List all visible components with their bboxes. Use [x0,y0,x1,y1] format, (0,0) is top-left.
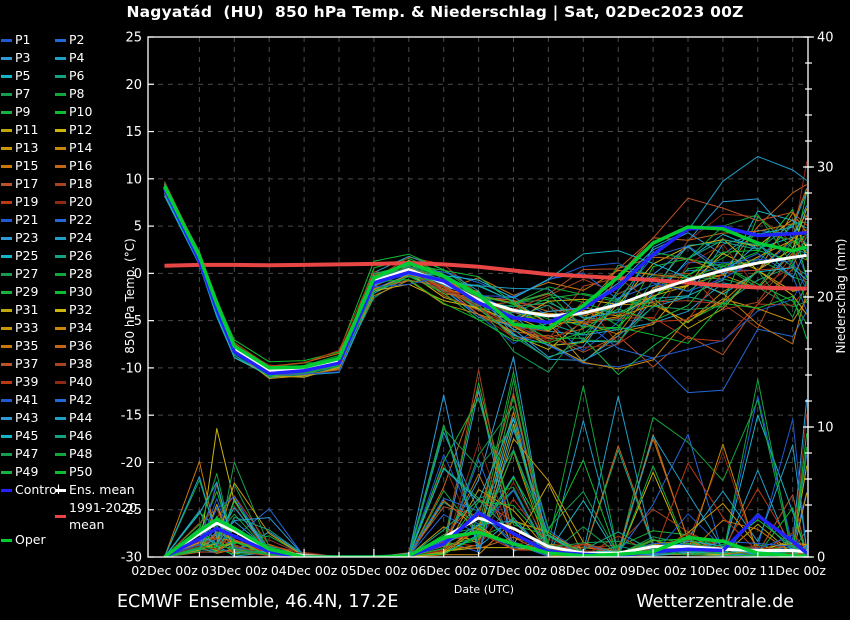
legend-item-label: Ens. mean [69,481,135,499]
member-color-swatch-icon [55,39,66,42]
member-color-swatch-icon [1,39,12,42]
legend-item-label: Oper [15,531,46,549]
weather-ensemble-page: { "title": "Nagyatád (HU) 850 hPa Temp. … [0,0,850,620]
member-color-swatch-icon [55,327,66,330]
member-color-swatch-icon [55,399,66,402]
member-color-swatch-icon [55,147,66,150]
legend: P1P2P3P4P5P6P7P8P9P10P11P12P13P14P15P16P… [1,31,141,591]
member-color-swatch-icon [55,273,66,276]
date-tick-label: 10Dec 00z [690,563,757,578]
member-color-swatch-icon [55,417,66,420]
date-tick-label: 05Dec 00z [341,563,408,578]
member-color-swatch-icon [1,147,12,150]
member-color-swatch-icon [1,273,12,276]
member-color-swatch-icon [1,291,12,294]
date-tick-label: 09Dec 00z [620,563,687,578]
precip-tick-label: 20 [817,291,834,306]
member-color-swatch-icon [55,237,66,240]
member-color-swatch-icon [55,57,66,60]
member-color-swatch-icon [1,417,12,420]
member-color-swatch-icon [55,363,66,366]
member-color-swatch-icon [1,399,12,402]
precip-tick-label: 30 [817,161,834,176]
member-color-swatch-icon [1,75,12,78]
legend-item-label: Control [15,481,60,499]
member-color-swatch-icon [1,435,12,438]
control-color-swatch-icon [1,489,12,492]
member-color-swatch-icon [1,453,12,456]
member-color-swatch-icon [55,309,66,312]
member-color-swatch-icon [55,291,66,294]
member-color-swatch-icon [55,93,66,96]
member-color-swatch-icon [1,345,12,348]
date-axis-title: Date (UTC) [384,583,584,596]
footer-branding: Wetterzentrale.de [636,592,794,612]
oper-color-swatch-icon [1,539,12,542]
member-color-swatch-icon [55,381,66,384]
member-color-swatch-icon [55,435,66,438]
member-color-swatch-icon [1,237,12,240]
member-color-swatch-icon [55,219,66,222]
member-color-swatch-icon [1,93,12,96]
member-color-swatch-icon [1,363,12,366]
legend-item-control: Control Ens. mean [1,481,141,499]
date-tick-label: 11Dec 00z [759,563,826,578]
member-color-swatch-icon [1,309,12,312]
member-temp-line-P1 [165,184,807,373]
legend-item-label: 1991-2020 [69,499,137,516]
member-color-swatch-icon [1,129,12,132]
member-color-swatch-icon [1,201,12,204]
member-color-swatch-icon [55,75,66,78]
date-tick-label: 08Dec 00z [550,563,617,578]
date-tick-label: 03Dec 00z [201,563,268,578]
climate-mean-color-swatch-icon [55,515,66,518]
date-tick-label: 04Dec 00z [271,563,338,578]
data-lines [165,157,807,558]
legend-item-oper: Oper [1,531,141,549]
member-color-swatch-icon [55,129,66,132]
member-color-swatch-icon [55,111,66,114]
member-color-swatch-icon [55,255,66,258]
date-tick-label: 07Dec 00z [480,563,547,578]
precip-tick-label: 10 [817,421,834,436]
member-color-swatch-icon [1,255,12,258]
member-color-swatch-icon [55,201,66,204]
member-color-swatch-icon [55,183,66,186]
member-color-swatch-icon [1,219,12,222]
member-color-swatch-icon [1,57,12,60]
ens-mean-color-swatch-icon [55,489,66,492]
member-color-swatch-icon [1,327,12,330]
member-color-swatch-icon [1,183,12,186]
precip-tick-label: 40 [817,31,834,46]
temp-axis-title: 850 hPa Temp. (°C) [123,196,137,396]
page-title: Nagyatád (HU) 850 hPa Temp. & Niederschl… [20,3,850,21]
member-color-swatch-icon [1,165,12,168]
precip-axis-title: Niederschlag (mm) [834,196,848,396]
member-color-swatch-icon [55,471,66,474]
member-color-swatch-icon [1,471,12,474]
date-tick-label: 06Dec 00z [410,563,477,578]
member-color-swatch-icon [1,111,12,114]
footer-model-info: ECMWF Ensemble, 46.4N, 17.2E [117,592,398,612]
date-tick-label: 02Dec 00z [131,563,198,578]
member-color-swatch-icon [55,165,66,168]
member-color-swatch-icon [55,453,66,456]
member-color-swatch-icon [1,381,12,384]
member-color-swatch-icon [55,345,66,348]
